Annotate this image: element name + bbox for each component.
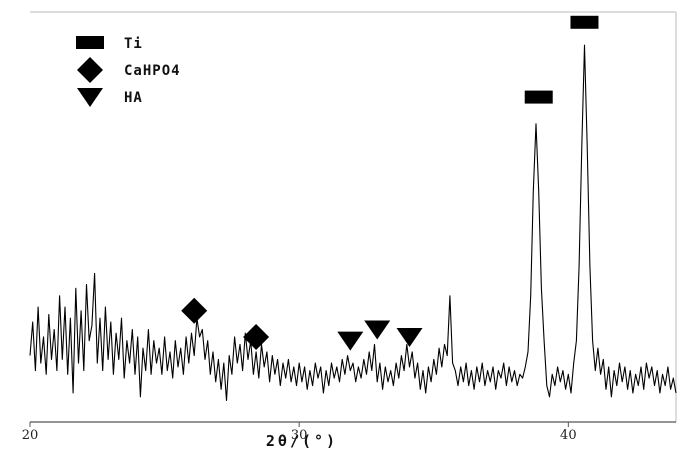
phase-marker-diamond bbox=[243, 323, 270, 350]
legend-label: CaHPO4 bbox=[124, 63, 181, 79]
phase-marker-rectangle bbox=[570, 15, 599, 29]
legend-label: HA bbox=[124, 90, 143, 106]
x-axis-label: 2θ/(°) bbox=[266, 432, 338, 450]
legend-marker-diamond bbox=[77, 57, 103, 83]
legend-label: Ti bbox=[124, 36, 143, 52]
phase-marker-triangle-down bbox=[396, 327, 423, 347]
legend-marker-rectangle bbox=[76, 36, 104, 49]
phase-markers bbox=[181, 15, 599, 351]
legend: Ti CaHPO4 HA bbox=[76, 36, 181, 107]
legend-marker-triangle-down bbox=[77, 88, 103, 107]
phase-marker-triangle-down bbox=[364, 320, 391, 340]
x-tick-label: 30 bbox=[291, 428, 308, 443]
xrd-pattern-line bbox=[29, 44, 677, 402]
x-ticks: 20 30 40 bbox=[22, 422, 577, 443]
phase-marker-diamond bbox=[181, 297, 208, 324]
x-tick-label: 40 bbox=[560, 428, 577, 443]
phase-marker-triangle-down bbox=[337, 331, 364, 351]
x-tick-label: 20 bbox=[22, 428, 39, 443]
phase-marker-rectangle bbox=[524, 90, 553, 104]
